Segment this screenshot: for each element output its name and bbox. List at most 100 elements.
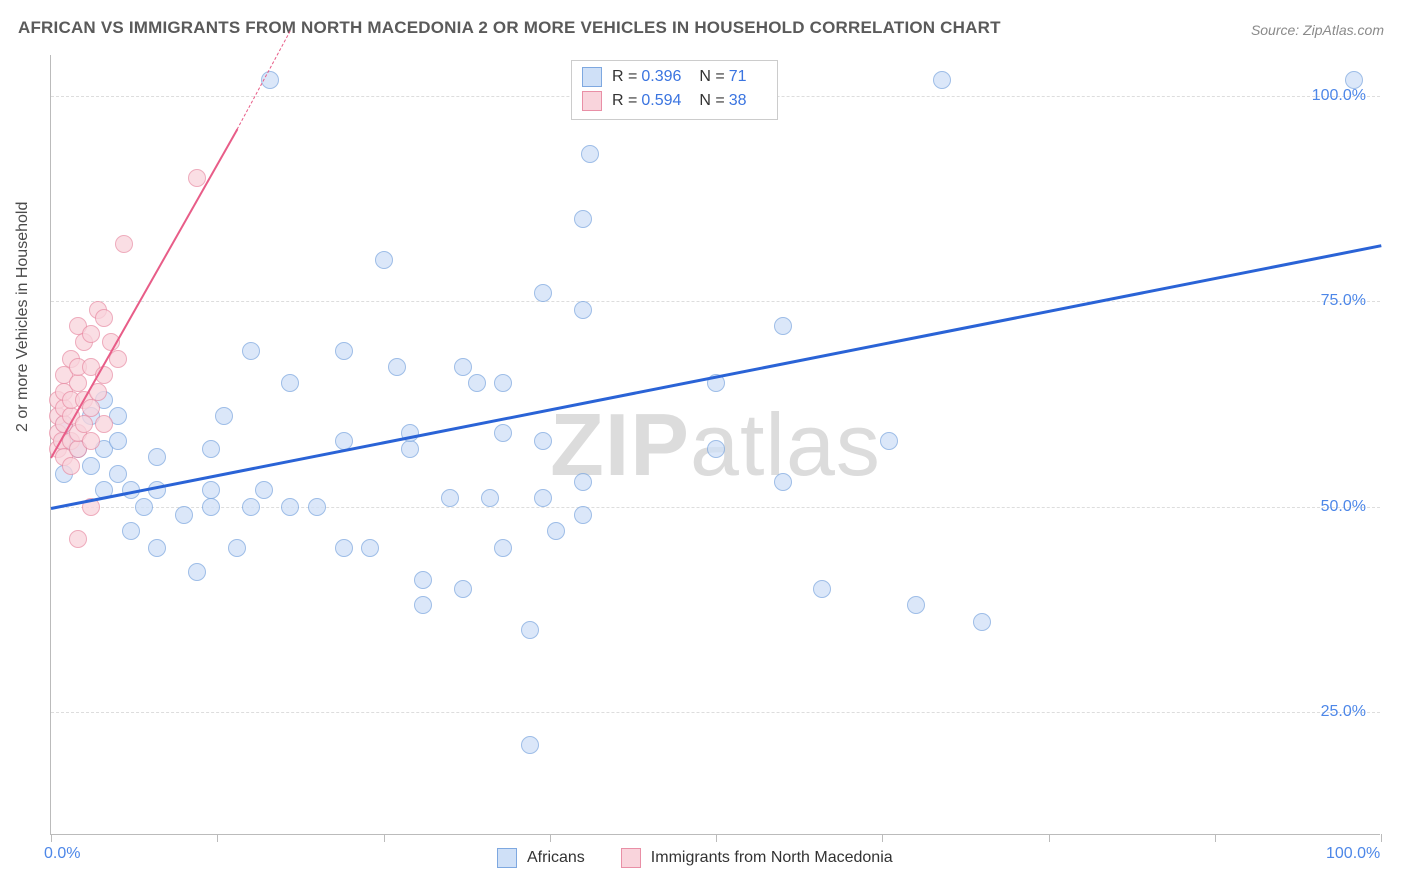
data-point — [228, 539, 246, 557]
data-point — [82, 432, 100, 450]
data-point — [494, 424, 512, 442]
data-point — [414, 596, 432, 614]
x-tick — [716, 834, 717, 842]
data-point — [202, 481, 220, 499]
data-point — [188, 563, 206, 581]
source-attribution: Source: ZipAtlas.com — [1251, 22, 1384, 38]
data-point — [494, 539, 512, 557]
data-point — [581, 145, 599, 163]
data-point — [148, 539, 166, 557]
data-point — [115, 235, 133, 253]
data-point — [281, 374, 299, 392]
data-point — [534, 284, 552, 302]
data-point — [441, 489, 459, 507]
data-point — [215, 407, 233, 425]
data-point — [468, 374, 486, 392]
data-point — [521, 621, 539, 639]
y-axis-title: 2 or more Vehicles in Household — [14, 202, 32, 432]
y-tick-label: 100.0% — [1312, 87, 1366, 105]
data-point — [401, 440, 419, 458]
data-point — [481, 489, 499, 507]
x-tick — [1049, 834, 1050, 842]
legend-stats: R =0.396N =71 R =0.594N =38 — [571, 60, 778, 120]
x-tick — [51, 834, 52, 842]
data-point — [82, 399, 100, 417]
data-point — [494, 374, 512, 392]
data-point — [534, 432, 552, 450]
data-point — [813, 580, 831, 598]
data-point — [414, 571, 432, 589]
data-point — [82, 325, 100, 343]
data-point — [69, 374, 87, 392]
data-point — [62, 457, 80, 475]
legend-row-macedonia: R =0.594N =38 — [582, 89, 765, 113]
trend-line — [50, 129, 238, 458]
legend-swatch-macedonia — [582, 91, 602, 111]
y-tick-label: 50.0% — [1321, 498, 1366, 516]
legend-label-macedonia: Immigrants from North Macedonia — [651, 849, 893, 867]
legend-series: Africans Immigrants from North Macedonia — [497, 848, 893, 868]
legend-row-africans: R =0.396N =71 — [582, 65, 765, 89]
x-tick — [384, 834, 385, 842]
trend-line — [237, 31, 291, 130]
data-point — [122, 522, 140, 540]
data-point — [148, 448, 166, 466]
data-point — [361, 539, 379, 557]
data-point — [308, 498, 326, 516]
data-point — [255, 481, 273, 499]
x-tick — [217, 834, 218, 842]
legend-r-label: R =0.594N =38 — [612, 89, 765, 113]
data-point — [202, 440, 220, 458]
trend-line — [51, 244, 1382, 510]
x-tick-label: 0.0% — [44, 845, 80, 863]
data-point — [534, 489, 552, 507]
data-point — [375, 251, 393, 269]
data-point — [109, 432, 127, 450]
plot-area: ZIPatlas 25.0%50.0%75.0%100.0% — [50, 55, 1380, 835]
data-point — [242, 498, 260, 516]
data-point — [774, 473, 792, 491]
data-point — [335, 342, 353, 360]
data-point — [907, 596, 925, 614]
x-tick — [1215, 834, 1216, 842]
legend-swatch-africans — [497, 848, 517, 868]
data-point — [109, 465, 127, 483]
legend-swatch-africans — [582, 67, 602, 87]
x-tick-label: 100.0% — [1326, 845, 1380, 863]
data-point — [574, 210, 592, 228]
y-tick-label: 25.0% — [1321, 703, 1366, 721]
data-point — [774, 317, 792, 335]
x-tick — [1381, 834, 1382, 842]
data-point — [574, 301, 592, 319]
data-point — [281, 498, 299, 516]
data-point — [135, 498, 153, 516]
data-point — [242, 342, 260, 360]
data-point — [175, 506, 193, 524]
chart-title: AFRICAN VS IMMIGRANTS FROM NORTH MACEDON… — [18, 18, 1001, 38]
y-tick-label: 75.0% — [1321, 292, 1366, 310]
x-tick — [882, 834, 883, 842]
data-point — [95, 309, 113, 327]
data-point — [1345, 71, 1363, 89]
data-point — [388, 358, 406, 376]
data-point — [973, 613, 991, 631]
data-point — [454, 358, 472, 376]
data-point — [335, 539, 353, 557]
data-point — [202, 498, 220, 516]
gridline — [51, 301, 1380, 302]
data-point — [547, 522, 565, 540]
data-point — [69, 530, 87, 548]
data-point — [95, 415, 113, 433]
data-point — [75, 415, 93, 433]
data-point — [933, 71, 951, 89]
data-point — [880, 432, 898, 450]
legend-swatch-macedonia — [621, 848, 641, 868]
legend-label-africans: Africans — [527, 849, 585, 867]
gridline — [51, 712, 1380, 713]
legend-r-label: R =0.396N =71 — [612, 65, 765, 89]
data-point — [574, 473, 592, 491]
data-point — [574, 506, 592, 524]
x-tick — [550, 834, 551, 842]
data-point — [454, 580, 472, 598]
data-point — [707, 440, 725, 458]
